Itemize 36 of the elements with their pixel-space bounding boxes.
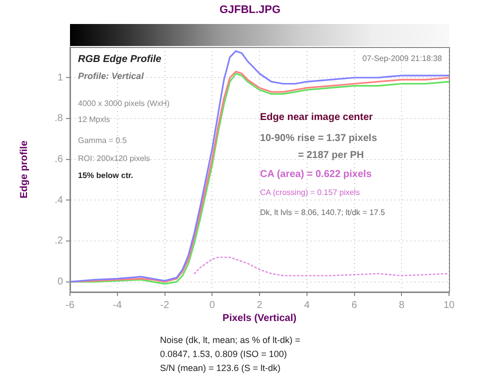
text: 0.0847, 1.53, 0.809 (ISO = 100) xyxy=(160,349,287,359)
x-tick-label: -6 xyxy=(66,300,75,311)
annotation: 4000 x 3000 pixels (WxH) xyxy=(78,99,170,108)
y-axis-title: Edge profile xyxy=(18,140,30,198)
y-tick-label: .2 xyxy=(54,236,64,247)
annotation: 07-Sep-2009 21:18:38 xyxy=(362,54,442,63)
chart-title: GJFBL.JPG xyxy=(218,4,282,16)
annotation: Profile: Vertical xyxy=(78,71,144,81)
x-tick-label: 4 xyxy=(304,300,310,311)
x-tick-label: -4 xyxy=(112,300,122,311)
annotation: Gamma = 0.5 xyxy=(78,136,127,145)
x-axis-title: Pixels (Vertical) xyxy=(222,312,296,324)
x-tick-label: 10 xyxy=(443,300,455,311)
text: Noise (dk, lt, mean; as % of lt-dk) = xyxy=(160,335,300,345)
annotation: ROI: 200x120 pixels xyxy=(78,154,150,163)
x-tick-label: 6 xyxy=(351,300,358,311)
x-tick-label: 2 xyxy=(256,300,263,311)
annotation: 15% below ctr. xyxy=(78,171,134,180)
x-tick-label: 8 xyxy=(398,300,405,311)
annotation: = 2187 per PH xyxy=(298,150,364,161)
y-tick-label: 1 xyxy=(57,72,64,84)
y-tick-label: .6 xyxy=(54,154,64,166)
annotation: RGB Edge Profile xyxy=(78,54,162,65)
annotation: Dk, lt lvls = 8.06, 140.7; lt/dk = 17.5 xyxy=(260,208,385,217)
annotation: Edge near image center xyxy=(260,112,373,123)
line-series xyxy=(194,256,449,276)
annotation: CA (crossing) = 0.157 pixels xyxy=(260,188,360,197)
annotation: 12 Mpxls xyxy=(78,115,110,124)
x-tick-label: -2 xyxy=(160,300,170,311)
y-tick-label: .4 xyxy=(54,194,64,206)
y-tick-label: 0 xyxy=(57,276,64,288)
y-tick-label: .8 xyxy=(54,113,64,124)
x-tick-label: 0 xyxy=(209,300,216,311)
text: S/N (mean) = 123.6 (S = lt-dk) xyxy=(160,363,281,373)
annotation: CA (area) = 0.622 pixels xyxy=(260,169,372,180)
annotation: 10-90% rise = 1.37 pixels xyxy=(260,133,378,144)
